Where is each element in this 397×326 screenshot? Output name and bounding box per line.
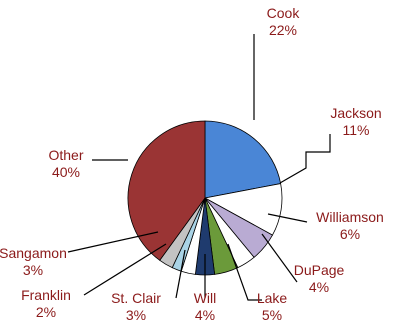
leader-line-st-clair: [175, 249, 186, 299]
leader-line-lake: [227, 243, 262, 301]
slice-name-dupage: DuPage: [294, 262, 345, 278]
slice-name-other: Other: [48, 147, 83, 163]
slice-percent-will: 4%: [195, 307, 215, 323]
slice-percent-franklin: 2%: [36, 304, 56, 320]
slice-percent-williamson: 6%: [340, 226, 360, 242]
leader-line-dupage: [261, 233, 298, 283]
slice-percent-cook: 22%: [269, 22, 297, 38]
pie-slice-other: [127, 120, 206, 261]
slice-name-st-clair: St. Clair: [111, 290, 161, 306]
slice-percent-jackson: 11%: [343, 122, 370, 138]
slice-labels: Cook22%Jackson11%Williamson6%DuPage4%Lak…: [0, 5, 384, 323]
slice-percent-st-clair: 3%: [126, 307, 146, 323]
leader-lines: [67, 34, 331, 301]
slice-name-will: Will: [194, 290, 217, 306]
slice-percent-dupage: 4%: [309, 279, 329, 295]
slice-name-williamson: Williamson: [316, 209, 384, 225]
slice-name-lake: Lake: [257, 290, 288, 306]
slice-name-franklin: Franklin: [21, 287, 71, 303]
leader-line-jackson: [279, 134, 331, 184]
slice-name-cook: Cook: [267, 5, 301, 21]
slice-percent-lake: 5%: [262, 307, 282, 323]
slice-name-jackson: Jackson: [330, 105, 381, 121]
pie-slice-cook: [204, 120, 282, 199]
slice-percent-sangamon: 3%: [23, 262, 43, 278]
pie-slices: [127, 120, 283, 276]
leader-line-franklin: [83, 243, 167, 296]
slice-name-sangamon: Sangamon: [0, 245, 67, 261]
slice-percent-other: 40%: [52, 164, 80, 180]
leader-line-sangamon: [67, 231, 159, 253]
leader-line-williamson: [267, 213, 308, 223]
